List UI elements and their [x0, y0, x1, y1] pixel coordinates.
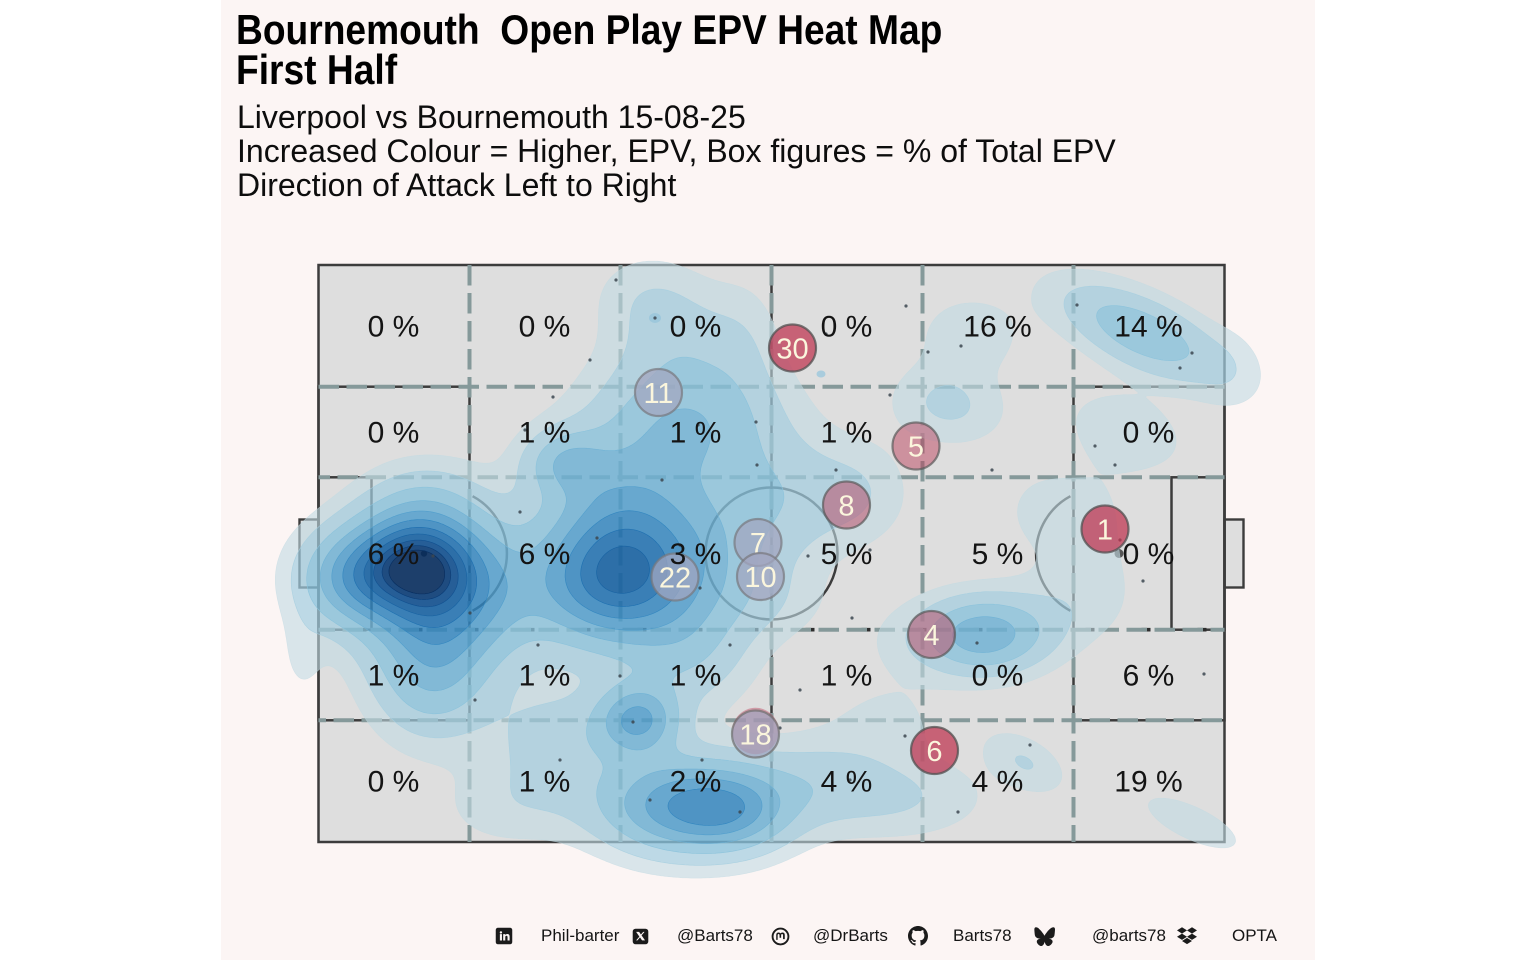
svg-text:10: 10 — [744, 562, 776, 594]
svg-text:6: 6 — [926, 736, 942, 768]
svg-text:4 %: 4 % — [972, 766, 1024, 799]
svg-text:30: 30 — [776, 334, 808, 366]
svg-text:2 %: 2 % — [670, 766, 722, 799]
svg-text:0 %: 0 % — [368, 417, 420, 450]
svg-text:0 %: 0 % — [368, 766, 420, 799]
svg-text:5: 5 — [908, 432, 924, 464]
svg-text:16 %: 16 % — [963, 310, 1031, 343]
svg-text:6 %: 6 % — [1123, 660, 1175, 693]
svg-text:6 %: 6 % — [519, 538, 571, 571]
svg-text:1 %: 1 % — [821, 660, 873, 693]
svg-text:0 %: 0 % — [368, 310, 420, 343]
svg-text:0 %: 0 % — [1123, 538, 1175, 571]
svg-text:11: 11 — [643, 378, 673, 410]
svg-text:0 %: 0 % — [972, 660, 1024, 693]
svg-text:5 %: 5 % — [972, 538, 1024, 571]
svg-text:1 %: 1 % — [670, 660, 722, 693]
svg-text:18: 18 — [739, 720, 771, 752]
svg-text:19 %: 19 % — [1114, 766, 1182, 799]
svg-text:1 %: 1 % — [519, 660, 571, 693]
svg-text:14 %: 14 % — [1114, 310, 1182, 343]
svg-text:1 %: 1 % — [368, 660, 420, 693]
svg-text:1 %: 1 % — [519, 766, 571, 799]
svg-text:3 %: 3 % — [670, 538, 722, 571]
svg-text:4 %: 4 % — [821, 766, 873, 799]
svg-text:0 %: 0 % — [1123, 417, 1175, 450]
svg-text:5 %: 5 % — [821, 538, 873, 571]
svg-text:0 %: 0 % — [519, 310, 571, 343]
svg-text:4: 4 — [923, 620, 939, 652]
svg-text:1 %: 1 % — [519, 417, 571, 450]
svg-text:1 %: 1 % — [670, 417, 722, 450]
svg-text:0 %: 0 % — [670, 310, 722, 343]
svg-text:1: 1 — [1097, 515, 1113, 547]
svg-text:0 %: 0 % — [821, 310, 873, 343]
svg-text:1 %: 1 % — [821, 417, 873, 450]
svg-text:22: 22 — [659, 563, 691, 595]
svg-text:6 %: 6 % — [368, 538, 420, 571]
svg-text:8: 8 — [838, 491, 854, 523]
